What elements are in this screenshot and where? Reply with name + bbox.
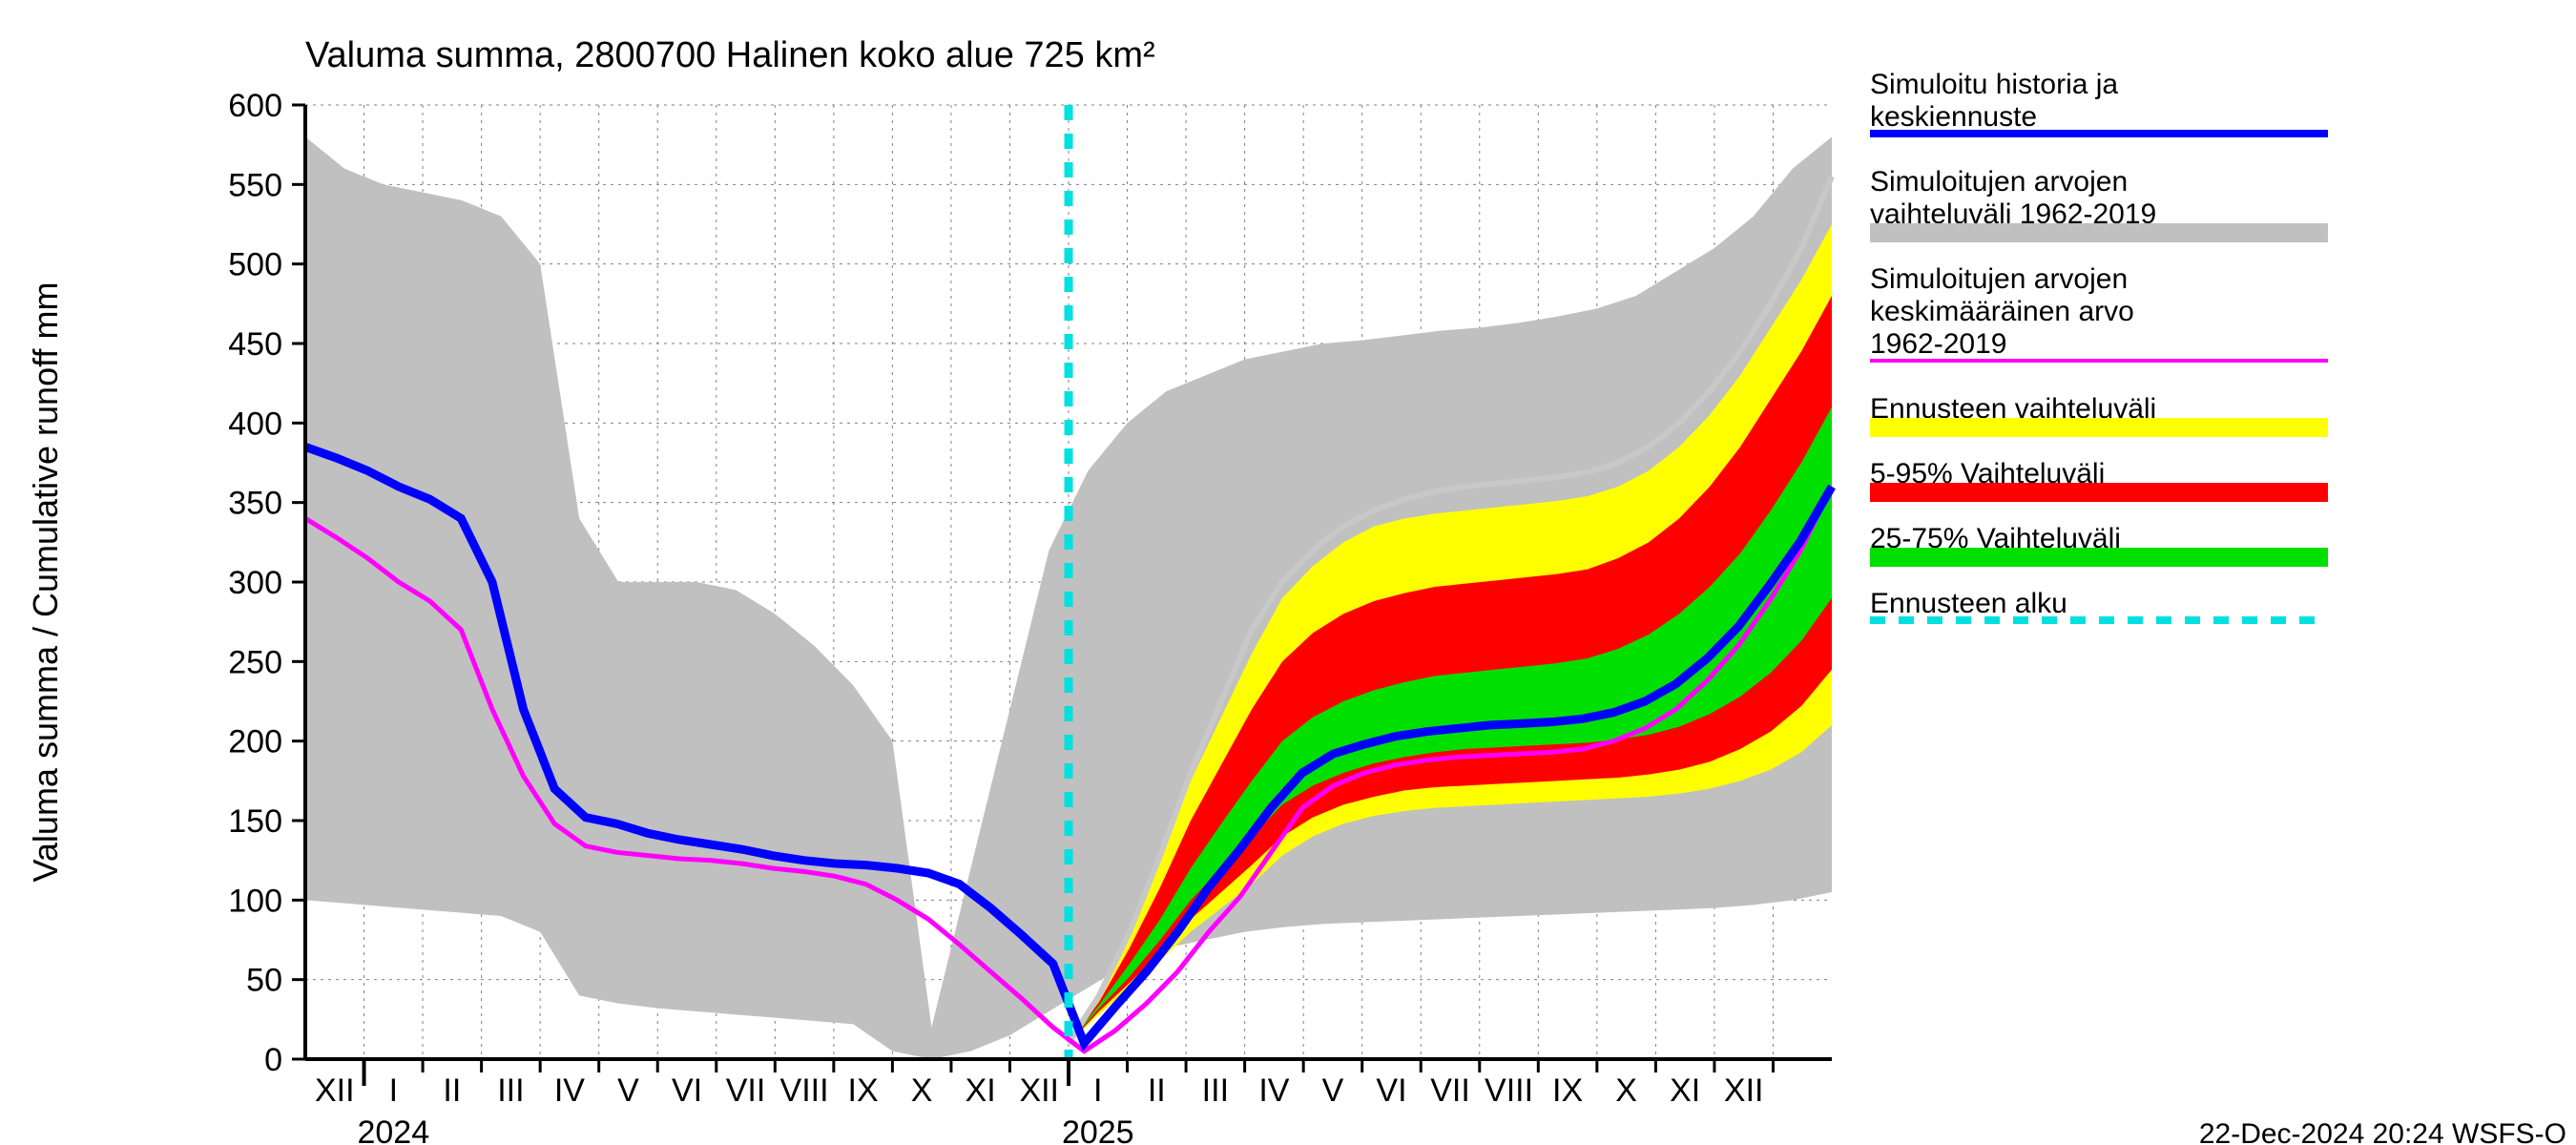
y-tick-label: 300 [228,565,282,601]
y-tick-label: 550 [228,167,282,203]
y-tick-label: 500 [228,247,282,283]
legend-label: Simuloitujen arvojen [1870,166,2128,198]
x-tick-label: IX [1552,1072,1583,1109]
legend-swatch [1870,483,2328,502]
y-tick-label: 600 [228,88,282,124]
y-tick-label: 0 [264,1042,282,1078]
legend-swatch [1870,223,2328,242]
x-tick-label: I [389,1072,398,1109]
legend-label: Simuloitu historia ja [1870,69,2118,100]
x-tick-label: II [1148,1072,1166,1109]
year-label: 2024 [357,1114,429,1145]
x-tick-label: VII [1430,1072,1470,1109]
y-tick-label: 250 [228,644,282,680]
x-tick-label: XII [1019,1072,1059,1109]
x-tick-label: IV [554,1072,585,1109]
legend-label: keskimääräinen arvo [1870,296,2134,327]
x-tick-label: V [617,1072,639,1109]
footer-timestamp: 22-Dec-2024 20:24 WSFS-O [2199,1118,2566,1145]
chart-title: Valuma summa, 2800700 Halinen koko alue … [305,35,1155,75]
legend-label: 1962-2019 [1870,328,2006,360]
y-tick-label: 450 [228,326,282,363]
x-tick-label: X [1615,1072,1637,1109]
x-tick-label: XI [966,1072,996,1109]
x-tick-label: IV [1258,1072,1289,1109]
x-tick-label: VI [1376,1072,1406,1109]
x-tick-label: III [1202,1072,1229,1109]
x-tick-label: XI [1670,1072,1700,1109]
legend-swatch [1870,418,2328,437]
x-tick-label: VII [726,1072,766,1109]
y-tick-label: 100 [228,883,282,919]
x-tick-label: VIII [780,1072,829,1109]
legend-swatch [1870,548,2328,567]
x-tick-label: II [443,1072,461,1109]
y-tick-label: 350 [228,486,282,522]
year-label: 2025 [1062,1114,1134,1145]
y-tick-label: 50 [246,963,282,999]
legend-label: keskiennuste [1870,101,2037,133]
x-tick-label: X [911,1072,933,1109]
x-tick-label: VI [672,1072,702,1109]
x-tick-label: III [497,1072,524,1109]
y-tick-label: 400 [228,406,282,442]
x-tick-label: V [1322,1072,1344,1109]
legend-label: Simuloitujen arvojen [1870,263,2128,295]
x-tick-label: VIII [1485,1072,1533,1109]
x-tick-label: XII [315,1072,355,1109]
x-tick-label: IX [848,1072,879,1109]
y-tick-label: 150 [228,803,282,840]
legend-label: Ennusteen alku [1870,588,2067,619]
y-tick-label: 200 [228,724,282,760]
y-axis-label: Valuma summa / Cumulative runoff mm [26,282,65,883]
x-tick-label: XII [1724,1072,1764,1109]
x-tick-label: I [1093,1072,1102,1109]
